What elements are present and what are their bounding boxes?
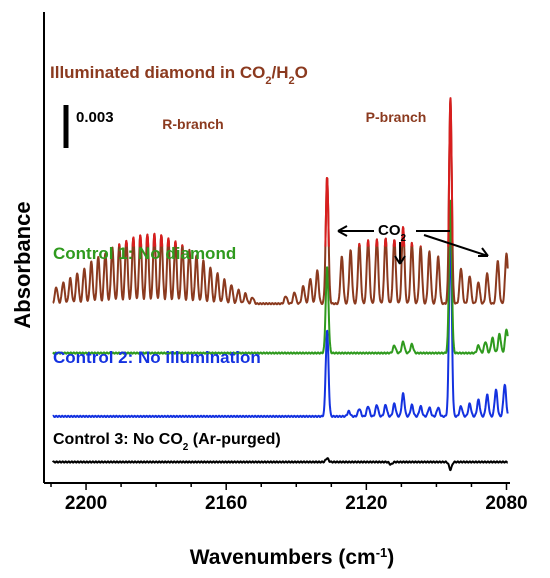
r-branch-label: R-branch bbox=[162, 116, 223, 132]
labels-layer: Absorbance Wavenumbers (cm-1) 0.003 R-br… bbox=[10, 63, 489, 570]
p-branch-label: P-branch bbox=[366, 109, 427, 125]
co2-arrow-down bbox=[394, 242, 406, 265]
spectrum-line-2 bbox=[52, 231, 509, 418]
co2-arrow-diagonal bbox=[423, 234, 489, 257]
co2-label: CO2 bbox=[378, 222, 407, 244]
co2-annotation: CO2 bbox=[337, 222, 489, 265]
x-tick-label: 2160 bbox=[205, 493, 247, 514]
co2-arrow-left bbox=[337, 225, 374, 237]
spectrum-line-3 bbox=[51, 457, 509, 472]
scale-bar-label: 0.003 bbox=[76, 109, 114, 126]
x-axis-label: Wavenumbers (cm-1) bbox=[190, 545, 395, 570]
spectrum-line-1 bbox=[52, 199, 509, 355]
series-layer bbox=[51, 97, 509, 472]
axes: 2200 2160 2120 2080 bbox=[43, 12, 528, 514]
series-label-illuminated: Illuminated diamond in CO2/H2O bbox=[50, 63, 308, 87]
series-label-control-3: Control 3: No CO2 (Ar-purged) bbox=[53, 431, 281, 453]
y-axis-label: Absorbance bbox=[10, 201, 35, 328]
x-tick-label: 2200 bbox=[65, 493, 107, 514]
spectrum-line-0 bbox=[52, 97, 509, 306]
series-label-control-2: Control 2: No illumination bbox=[53, 348, 261, 367]
scale-bar: 0.003 bbox=[63, 105, 114, 148]
x-tick-label: 2080 bbox=[485, 493, 527, 514]
x-tick-label: 2120 bbox=[345, 493, 387, 514]
series-label-control-1: Control 1: No diamond bbox=[53, 244, 236, 263]
